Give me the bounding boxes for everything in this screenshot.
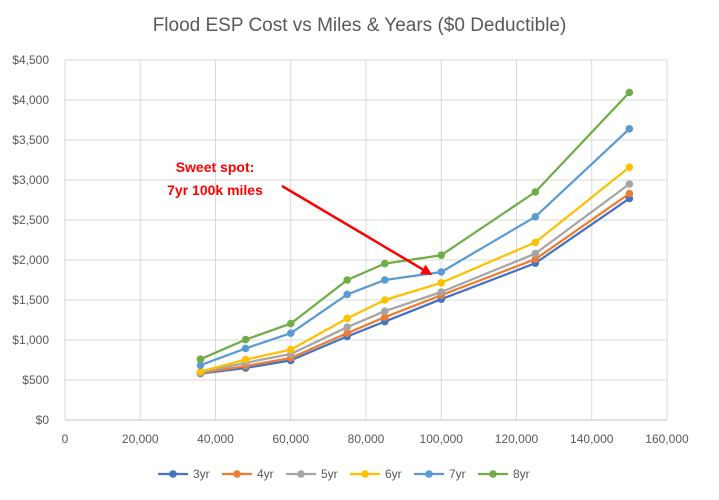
series-line-7yr <box>200 127 631 367</box>
x-tick-label: 0 <box>62 432 69 446</box>
series-line-4yr <box>200 192 631 375</box>
data-point-7yr <box>625 125 634 133</box>
data-point-6yr <box>381 296 389 304</box>
data-point-7yr <box>437 268 446 276</box>
data-point-5yr <box>381 307 389 316</box>
legend-label: 7yr <box>449 467 466 481</box>
y-tick-label: $1,500 <box>12 293 49 307</box>
data-point-4yr <box>625 189 634 198</box>
y-tick-label: $4,500 <box>12 53 49 67</box>
y-tick-label: $500 <box>22 373 49 387</box>
y-tick-label: $3,500 <box>12 133 49 147</box>
y-tick-label: $0 <box>36 413 50 427</box>
data-point-8yr <box>343 276 351 284</box>
data-point-4yr <box>343 329 351 338</box>
x-tick-label: 120,000 <box>495 432 539 446</box>
data-point-8yr <box>286 319 295 328</box>
legend-item-4yr: 4yr <box>222 467 274 481</box>
y-tick-label: $3,000 <box>12 173 49 187</box>
data-point-7yr <box>241 344 250 353</box>
y-tick-label: $2,500 <box>12 213 49 227</box>
data-point-7yr <box>286 329 295 338</box>
annotation-line-1: Sweet spot: <box>176 159 255 175</box>
data-point-6yr <box>625 163 634 171</box>
annotation-arrowhead <box>419 264 433 275</box>
legend-label: 6yr <box>385 467 402 481</box>
data-point-7yr <box>531 213 540 221</box>
x-tick-label: 140,000 <box>570 432 614 446</box>
legend-marker <box>297 470 305 478</box>
legend-item-3yr: 3yr <box>158 467 210 481</box>
series-group <box>196 88 634 378</box>
y-tick-label: $1,000 <box>12 333 49 347</box>
annotation: Sweet spot: 7yr 100k miles <box>167 159 433 275</box>
data-point-8yr <box>625 88 634 97</box>
legend-marker <box>425 470 433 478</box>
legend-marker <box>361 470 369 478</box>
series-line-3yr <box>200 197 631 375</box>
data-point-8yr <box>531 188 540 196</box>
grid <box>64 59 668 421</box>
series-line-5yr <box>200 183 631 374</box>
data-point-6yr <box>286 345 295 354</box>
legend-item-5yr: 5yr <box>286 467 338 481</box>
data-point-5yr <box>531 249 540 258</box>
data-point-7yr <box>343 290 351 299</box>
data-point-4yr <box>381 313 389 322</box>
data-point-7yr <box>381 276 389 284</box>
legend-marker <box>233 470 241 478</box>
data-point-5yr <box>437 288 446 296</box>
data-point-6yr <box>196 367 205 376</box>
data-point-6yr <box>241 355 250 364</box>
chart-title: Flood ESP Cost vs Miles & Years ($0 Dedu… <box>153 15 567 36</box>
legend-label: 4yr <box>257 467 274 481</box>
legend-label: 8yr <box>513 467 530 481</box>
x-tick-label: 160,000 <box>645 432 689 446</box>
series-line-6yr <box>200 166 631 373</box>
data-point-8yr <box>381 259 389 268</box>
data-point-7yr <box>196 361 205 370</box>
legend-label: 3yr <box>193 467 210 481</box>
data-point-4yr <box>531 255 540 263</box>
data-point-8yr <box>196 355 205 364</box>
x-tick-label: 20,000 <box>122 432 159 446</box>
y-axis-ticks: $0 $500 $1,000 $1,500 $2,000 $2,500 $3,000 $3,5… <box>12 53 49 427</box>
x-tick-label: 60,000 <box>272 432 309 446</box>
data-point-8yr <box>241 335 250 344</box>
annotation-arrow <box>281 184 424 271</box>
series-line-8yr <box>200 91 631 361</box>
x-axis-ticks: 0 20,000 40,000 60,000 80,000 100,000 120,000 1… <box>62 432 689 446</box>
legend-item-7yr: 7yr <box>414 467 466 481</box>
y-tick-label: $4,000 <box>12 93 49 107</box>
x-tick-label: 40,000 <box>197 432 234 446</box>
x-tick-label: 100,000 <box>420 432 464 446</box>
data-point-6yr <box>437 279 446 287</box>
data-point-5yr <box>343 323 351 332</box>
y-tick-label: $2,000 <box>12 253 49 267</box>
legend-marker <box>489 470 497 478</box>
legend-item-6yr: 6yr <box>350 467 402 481</box>
legend: 3yr 4yr 5yr 6yr 7yr 8yr <box>158 467 530 481</box>
legend-marker <box>169 470 177 478</box>
legend-item-8yr: 8yr <box>478 467 530 481</box>
data-point-6yr <box>531 238 540 247</box>
data-point-6yr <box>343 314 351 323</box>
x-tick-label: 80,000 <box>348 432 385 446</box>
data-point-8yr <box>437 251 446 259</box>
annotation-line-2: 7yr 100k miles <box>167 182 263 198</box>
legend-label: 5yr <box>321 467 338 481</box>
data-point-5yr <box>625 180 634 188</box>
